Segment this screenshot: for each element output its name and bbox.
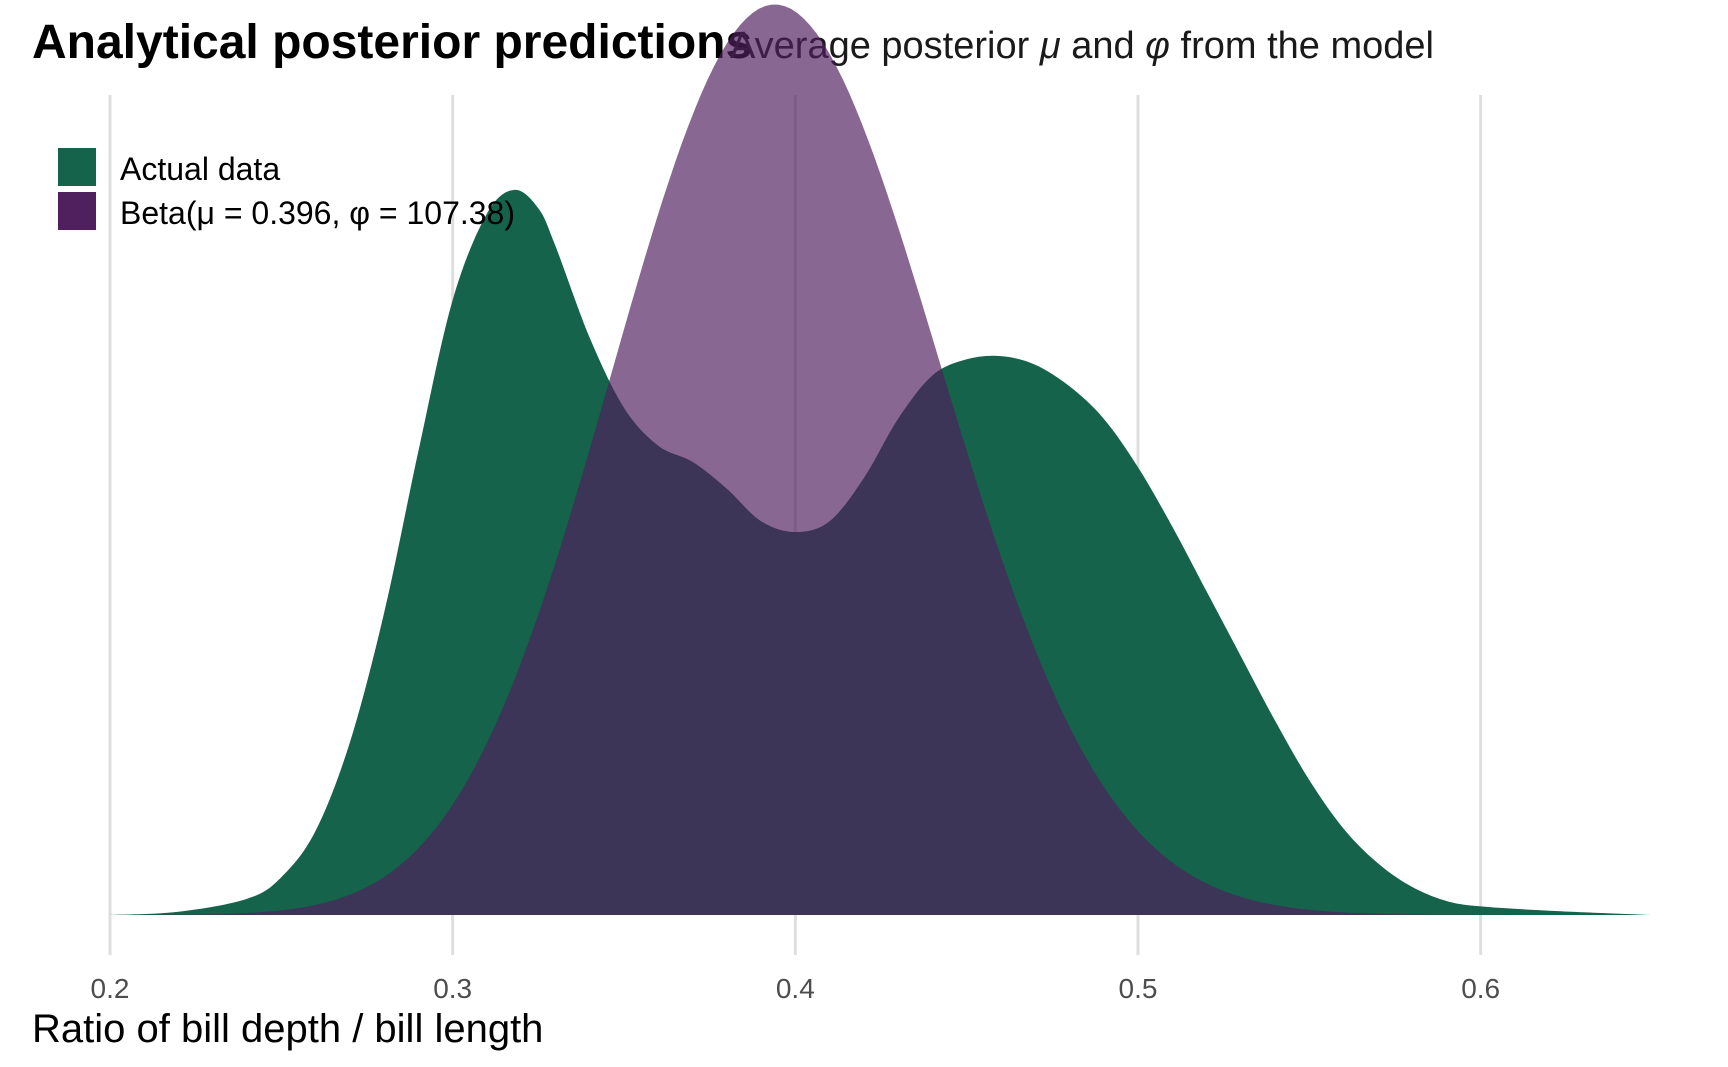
chart-subtitle: Average posterior μ and φ from the model: [730, 25, 1434, 67]
legend-swatch-actual-data: [58, 148, 96, 186]
density-areas: [110, 4, 1652, 916]
x-axis-ticks: 0.2 0.3 0.4 0.5 0.6: [91, 973, 1501, 1004]
x-axis-title: Ratio of bill depth / bill length: [32, 1007, 543, 1051]
legend-label-actual-data: Actual data: [120, 151, 280, 187]
chart-title: Analytical posterior predictions: [32, 16, 752, 69]
legend-label-beta: Beta(μ = 0.396, φ = 107.38): [120, 195, 515, 231]
subtitle-mu: μ: [1039, 25, 1061, 67]
area-beta-distribution: [110, 4, 1652, 916]
x-tick-label: 0.6: [1461, 973, 1500, 1004]
x-tick-label: 0.3: [433, 973, 472, 1004]
x-tick-label: 0.5: [1119, 973, 1158, 1004]
subtitle-part: from the model: [1170, 25, 1434, 67]
subtitle-phi: φ: [1145, 25, 1170, 67]
x-tick-label: 0.4: [776, 973, 815, 1004]
legend-swatch-beta: [58, 192, 96, 230]
legend: Actual data Beta(μ = 0.396, φ = 107.38): [58, 148, 515, 231]
subtitle-part: and: [1061, 25, 1146, 67]
x-tick-label: 0.2: [91, 973, 130, 1004]
